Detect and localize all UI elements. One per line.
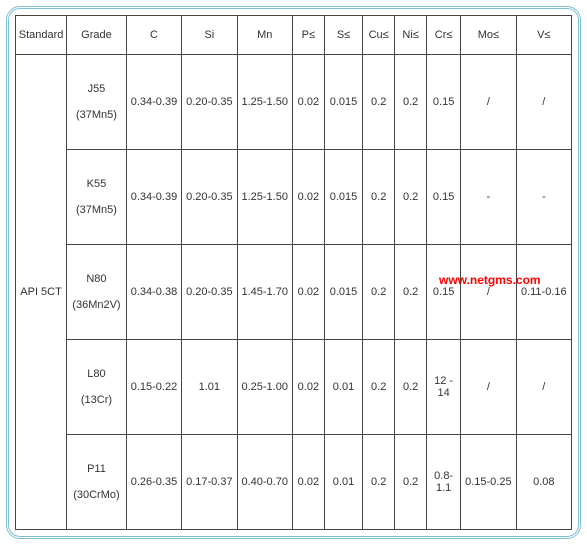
- cell-ni: 0.2: [395, 340, 427, 435]
- cell-ni: 0.2: [395, 150, 427, 245]
- cell-s: 0.01: [324, 340, 362, 435]
- col-grade: Grade: [67, 16, 127, 55]
- col-standard: Standard: [16, 16, 67, 55]
- table-row: L80(13Cr)0.15-0.221.010.25-1.000.020.010…: [16, 340, 572, 435]
- cell-mo: 0.15-0.25: [461, 435, 516, 530]
- cell-cu: 0.2: [363, 55, 395, 150]
- cell-s: 0.01: [324, 435, 362, 530]
- grade-name: N80: [68, 273, 125, 285]
- cell-si: 0.20-0.35: [182, 245, 237, 340]
- header-row: Standard Grade C Si Mn P≤ S≤ Cu≤ Ni≤ Cr≤…: [16, 16, 572, 55]
- cell-cu: 0.2: [363, 340, 395, 435]
- grade-alias: (37Mn5): [68, 109, 125, 121]
- table-frame: www.netgms.com Standard Grade C Si Mn P≤…: [6, 6, 581, 539]
- cell-grade: L80 (13Cr): [67, 340, 127, 435]
- cell-mn: 1.25-1.50: [237, 150, 292, 245]
- cell-mo: /: [461, 340, 516, 435]
- cell-si: 0.17-0.37: [182, 435, 237, 530]
- grade-alias: (37Mn5): [68, 204, 125, 216]
- grade-name: P11: [68, 463, 125, 475]
- cell-c: 0.34-0.39: [126, 150, 181, 245]
- cell-v: 0.08: [516, 435, 571, 530]
- cell-c: 0.15-0.22: [126, 340, 181, 435]
- col-v: V≤: [516, 16, 571, 55]
- table-row: P11(30CrMo)0.26-0.350.17-0.370.40-0.700.…: [16, 435, 572, 530]
- cell-v: 0.11-0.16: [516, 245, 571, 340]
- cell-cr: 12 - 14: [427, 340, 461, 435]
- cell-ni: 0.2: [395, 55, 427, 150]
- table-body: API 5CTJ55(37Mn5)0.34-0.390.20-0.351.25-…: [16, 55, 572, 530]
- grade-alias: (13Cr): [68, 394, 125, 406]
- table-row: N80(36Mn2V)0.34-0.380.20-0.351.45-1.700.…: [16, 245, 572, 340]
- col-p: P≤: [292, 16, 324, 55]
- col-si: Si: [182, 16, 237, 55]
- cell-p: 0.02: [292, 150, 324, 245]
- cell-mo: /: [461, 245, 516, 340]
- cell-cu: 0.2: [363, 150, 395, 245]
- cell-p: 0.02: [292, 55, 324, 150]
- cell-grade: N80 (36Mn2V): [67, 245, 127, 340]
- cell-v: -: [516, 150, 571, 245]
- cell-grade: J55 (37Mn5): [67, 55, 127, 150]
- cell-c: 0.34-0.39: [126, 55, 181, 150]
- cell-ni: 0.2: [395, 245, 427, 340]
- col-ni: Ni≤: [395, 16, 427, 55]
- cell-si: 0.20-0.35: [182, 55, 237, 150]
- cell-p: 0.02: [292, 340, 324, 435]
- col-cr: Cr≤: [427, 16, 461, 55]
- table-row: API 5CTJ55(37Mn5)0.34-0.390.20-0.351.25-…: [16, 55, 572, 150]
- col-s: S≤: [324, 16, 362, 55]
- grade-name: K55: [68, 178, 125, 190]
- cell-grade: K55 (37Mn5): [67, 150, 127, 245]
- cell-cr: 0.15: [427, 55, 461, 150]
- cell-p: 0.02: [292, 435, 324, 530]
- cell-mn: 0.25-1.00: [237, 340, 292, 435]
- cell-mn: 1.25-1.50: [237, 55, 292, 150]
- cell-p: 0.02: [292, 245, 324, 340]
- cell-c: 0.26-0.35: [126, 435, 181, 530]
- cell-cr: 0.15: [427, 245, 461, 340]
- cell-s: 0.015: [324, 150, 362, 245]
- grade-alias: (30CrMo): [68, 489, 125, 501]
- cell-s: 0.015: [324, 55, 362, 150]
- cell-cu: 0.2: [363, 435, 395, 530]
- grade-alias: (36Mn2V): [68, 299, 125, 311]
- cell-mn: 1.45-1.70: [237, 245, 292, 340]
- cell-cr: 0.8-1.1: [427, 435, 461, 530]
- composition-table: Standard Grade C Si Mn P≤ S≤ Cu≤ Ni≤ Cr≤…: [15, 15, 572, 530]
- cell-standard: API 5CT: [16, 55, 67, 530]
- cell-ni: 0.2: [395, 435, 427, 530]
- cell-si: 0.20-0.35: [182, 150, 237, 245]
- cell-cu: 0.2: [363, 245, 395, 340]
- cell-mn: 0.40-0.70: [237, 435, 292, 530]
- cell-mo: /: [461, 55, 516, 150]
- grade-name: J55: [68, 83, 125, 95]
- grade-name: L80: [68, 368, 125, 380]
- cell-v: /: [516, 340, 571, 435]
- cell-grade: P11 (30CrMo): [67, 435, 127, 530]
- cell-mo: -: [461, 150, 516, 245]
- col-c: C: [126, 16, 181, 55]
- col-cu: Cu≤: [363, 16, 395, 55]
- col-mo: Mo≤: [461, 16, 516, 55]
- cell-si: 1.01: [182, 340, 237, 435]
- cell-s: 0.015: [324, 245, 362, 340]
- table-row: K55(37Mn5)0.34-0.390.20-0.351.25-1.500.0…: [16, 150, 572, 245]
- cell-c: 0.34-0.38: [126, 245, 181, 340]
- cell-v: /: [516, 55, 571, 150]
- cell-cr: 0.15: [427, 150, 461, 245]
- col-mn: Mn: [237, 16, 292, 55]
